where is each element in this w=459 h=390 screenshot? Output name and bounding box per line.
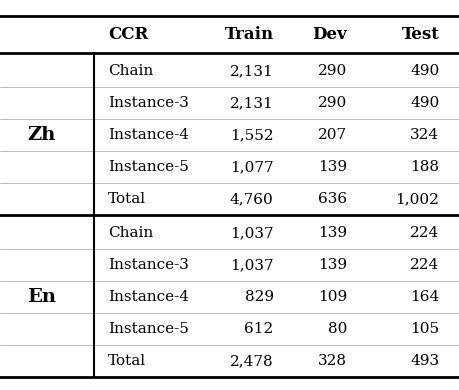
- Text: 224: 224: [409, 258, 438, 272]
- Text: Total: Total: [108, 192, 146, 206]
- Text: Instance-4: Instance-4: [108, 290, 189, 304]
- Text: 490: 490: [409, 96, 438, 110]
- Text: Total: Total: [108, 354, 146, 368]
- Text: 224: 224: [409, 226, 438, 240]
- Text: CCR: CCR: [108, 26, 148, 43]
- Text: 636: 636: [318, 192, 347, 206]
- Text: Dev: Dev: [312, 26, 347, 43]
- Text: 109: 109: [317, 290, 347, 304]
- Text: 207: 207: [318, 128, 347, 142]
- Text: 612: 612: [244, 322, 273, 336]
- Text: Instance-5: Instance-5: [108, 322, 189, 336]
- Text: Chain: Chain: [108, 226, 153, 240]
- Text: Test: Test: [401, 26, 438, 43]
- Text: 490: 490: [409, 64, 438, 78]
- Text: 290: 290: [317, 64, 347, 78]
- Text: Instance-4: Instance-4: [108, 128, 189, 142]
- Text: 1,002: 1,002: [395, 192, 438, 206]
- Text: Instance-3: Instance-3: [108, 96, 189, 110]
- Text: 1,552: 1,552: [230, 128, 273, 142]
- Text: 105: 105: [409, 322, 438, 336]
- Text: 328: 328: [318, 354, 347, 368]
- Text: 188: 188: [409, 160, 438, 174]
- Text: 2,131: 2,131: [230, 96, 273, 110]
- Text: 4,760: 4,760: [230, 192, 273, 206]
- Text: 139: 139: [318, 226, 347, 240]
- Text: 493: 493: [409, 354, 438, 368]
- Text: Instance-5: Instance-5: [108, 160, 189, 174]
- Text: Train: Train: [224, 26, 273, 43]
- Text: En: En: [27, 288, 56, 306]
- Text: 80: 80: [327, 322, 347, 336]
- Text: 139: 139: [318, 258, 347, 272]
- Text: 164: 164: [409, 290, 438, 304]
- Text: 139: 139: [318, 160, 347, 174]
- Text: 290: 290: [317, 96, 347, 110]
- Text: Chain: Chain: [108, 64, 153, 78]
- Text: 2,131: 2,131: [230, 64, 273, 78]
- Text: 324: 324: [409, 128, 438, 142]
- Text: 1,037: 1,037: [230, 226, 273, 240]
- Text: 2,478: 2,478: [230, 354, 273, 368]
- Text: Instance-3: Instance-3: [108, 258, 189, 272]
- Text: 1,037: 1,037: [230, 258, 273, 272]
- Text: 829: 829: [244, 290, 273, 304]
- Text: 1,077: 1,077: [230, 160, 273, 174]
- Text: Zh: Zh: [27, 126, 56, 144]
